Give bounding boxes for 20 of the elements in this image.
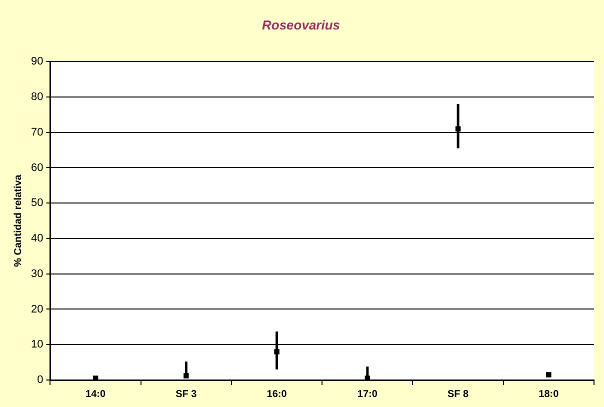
x-tick-label: 14:0 <box>86 388 106 400</box>
y-tick-label: 80 <box>30 91 44 104</box>
y-tick-label: 60 <box>30 162 44 174</box>
y-tick-label: 70 <box>30 126 44 138</box>
y-tick-label: 0 <box>37 374 44 386</box>
y-axis-title: % Cantidad relativa <box>12 174 24 267</box>
x-tick-label: SF 8 <box>447 388 470 400</box>
x-tick-label: 18:0 <box>538 388 560 400</box>
point <box>546 372 552 378</box>
x-tick-label: SF 3 <box>176 388 198 400</box>
y-tick-label: 10 <box>30 338 44 351</box>
y-tick-label: 20 <box>30 303 44 316</box>
chart-title: Roseovarius <box>262 17 340 32</box>
y-tick-label: 90 <box>30 56 44 68</box>
y-tick-label: 50 <box>30 197 44 210</box>
point <box>92 376 98 380</box>
y-tick-label: 30 <box>30 268 44 280</box>
x-tick-label: 16:0 <box>266 388 288 400</box>
y-tick-label: 40 <box>30 232 44 245</box>
x-tick-label: 17:0 <box>357 388 378 400</box>
